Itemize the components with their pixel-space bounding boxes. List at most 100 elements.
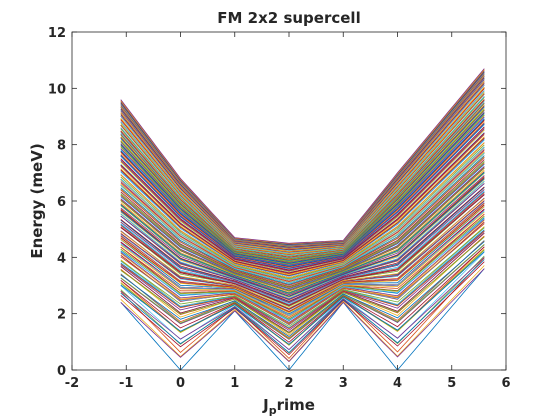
band-curve <box>120 249 485 346</box>
band-curve <box>120 198 485 309</box>
x-axis-label-subscript: p <box>269 404 277 417</box>
band-curve <box>120 106 485 261</box>
band-curve <box>120 227 485 329</box>
band-curve <box>120 117 485 267</box>
band-curve <box>120 259 485 354</box>
band-curve <box>120 97 485 257</box>
band-curve <box>120 206 485 315</box>
band-curve <box>120 116 485 266</box>
x-axis-label-rest: rime <box>277 396 315 414</box>
band-curve <box>120 261 485 356</box>
band-curve <box>120 99 485 258</box>
band-curve <box>120 172 485 295</box>
band-curve <box>120 190 485 305</box>
band-curve <box>120 194 485 307</box>
band-curve <box>120 231 485 331</box>
x-tick-label: 0 <box>176 376 185 391</box>
band-curve <box>120 86 485 252</box>
band-curve <box>120 206 485 314</box>
band-curve <box>120 183 485 300</box>
band-curve <box>120 211 485 317</box>
y-axis-label: Energy (meV) <box>28 143 46 258</box>
band-curve <box>120 113 485 264</box>
band-curve <box>120 159 485 288</box>
x-tick-label: 3 <box>339 376 348 391</box>
band-curve <box>120 257 485 351</box>
x-tick-label: 6 <box>501 376 510 391</box>
chart-title: FM 2x2 supercell <box>217 9 360 27</box>
band-curve <box>120 129 485 272</box>
band-curve <box>120 134 485 275</box>
band-curve <box>120 80 485 250</box>
band-curves <box>120 68 485 371</box>
band-curve <box>120 217 485 322</box>
band-curve <box>120 136 485 276</box>
band-curve <box>120 95 485 256</box>
band-curve <box>120 132 485 274</box>
band-curve <box>120 220 485 324</box>
band-curve <box>120 246 485 343</box>
band-curve <box>120 163 485 290</box>
band-curve <box>120 105 485 261</box>
band-curve <box>120 175 485 296</box>
band-curve <box>120 150 485 283</box>
band-curve <box>120 178 485 298</box>
band-curve <box>120 103 485 260</box>
y-tick-label: 12 <box>48 26 66 41</box>
band-curve <box>120 142 485 279</box>
x-tick-label: -2 <box>65 376 79 391</box>
band-curve <box>120 122 485 269</box>
x-tick-label: 5 <box>447 376 456 391</box>
band-curve <box>120 219 485 323</box>
band-curve <box>120 180 485 299</box>
x-axis-label: Jprime <box>262 396 315 417</box>
band-curve <box>120 194 485 308</box>
band-curve <box>120 144 485 280</box>
band-curve <box>120 235 485 336</box>
band-curve <box>120 232 485 333</box>
band-curve <box>120 171 485 294</box>
band-curve <box>120 166 485 291</box>
y-tick-label: 2 <box>57 308 66 323</box>
band-curve <box>120 244 485 340</box>
band-curve <box>120 189 485 304</box>
band-curve <box>120 84 485 251</box>
y-tick-label: 10 <box>48 82 66 97</box>
band-curve <box>120 79 485 249</box>
x-axis-label-main: J <box>262 396 269 414</box>
band-curve <box>120 90 485 254</box>
band-curve <box>120 118 485 267</box>
x-tick-label: 4 <box>393 376 402 391</box>
band-curve <box>120 155 485 285</box>
band-curve <box>120 192 485 306</box>
band-curve <box>120 223 485 325</box>
band-curve <box>120 128 485 272</box>
band-curve <box>120 187 485 303</box>
band-curve <box>120 139 485 277</box>
band-curve <box>120 167 485 292</box>
band-curve <box>120 77 485 248</box>
band-curve <box>120 200 485 310</box>
band-curve <box>120 244 485 340</box>
band-curve <box>120 161 485 289</box>
band-curve <box>120 236 485 334</box>
band-curve <box>120 126 485 271</box>
band-curve <box>120 223 485 325</box>
band-curve <box>120 169 485 293</box>
band-curve <box>120 215 485 320</box>
band-curve <box>120 74 485 247</box>
band-curve <box>120 157 485 286</box>
band-curve <box>120 93 485 256</box>
band-curve <box>120 162 485 289</box>
y-tick-label: 6 <box>57 195 66 210</box>
band-curve <box>120 137 485 276</box>
y-tick-label: 8 <box>57 139 66 154</box>
band-curve <box>120 202 485 312</box>
band-curve <box>120 101 485 259</box>
band-curve <box>120 230 485 330</box>
band-curve <box>120 218 485 321</box>
band-curve <box>120 186 485 302</box>
x-tick-label: 1 <box>230 376 239 391</box>
